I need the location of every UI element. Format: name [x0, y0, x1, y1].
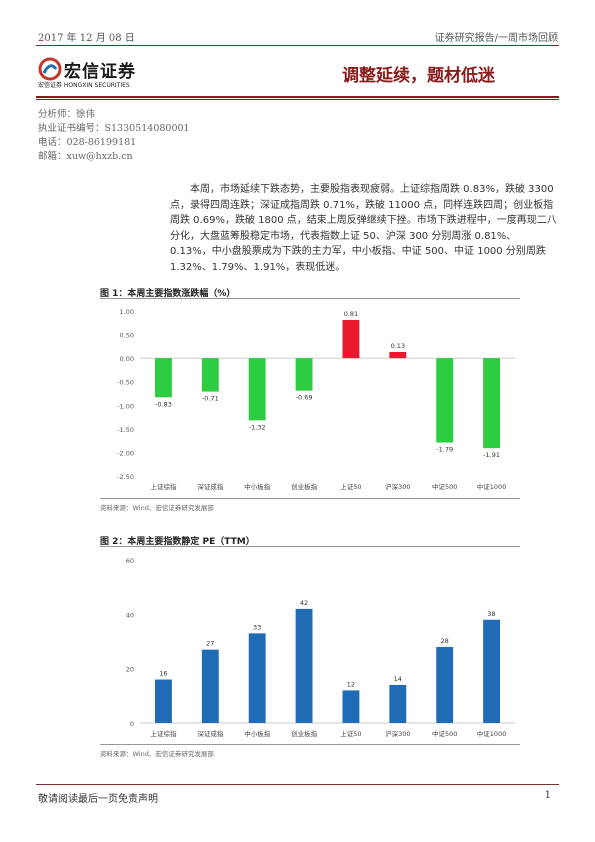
data-label: 28	[441, 637, 449, 645]
bar	[342, 690, 360, 723]
y-tick-label: -2.00	[117, 449, 134, 457]
report-type: 证券研究报告/一周市场回顾	[434, 33, 558, 44]
y-tick-label: -2.50	[117, 473, 134, 481]
data-label: -1.32	[249, 423, 266, 431]
x-tick-label: 创业板指	[291, 482, 318, 491]
y-tick-label: 60	[126, 557, 134, 565]
y-tick-label: 1.00	[120, 308, 134, 316]
data-label: -0.71	[202, 395, 219, 403]
bar	[436, 358, 454, 443]
x-tick-label: 中证1000	[477, 729, 507, 738]
x-tick-label: 沪深300	[385, 729, 410, 738]
bar	[248, 633, 266, 723]
x-tick-label: 上证50	[340, 482, 361, 491]
y-tick-label: 0.50	[120, 332, 134, 340]
bar	[483, 619, 500, 723]
x-tick-label: 中小板指	[244, 482, 271, 491]
bar	[389, 684, 407, 723]
bar	[248, 358, 266, 421]
logo-name-en: 宏信证券 HONGXIN SECURITIES	[38, 82, 130, 89]
chart2-bottom-rule	[100, 744, 520, 745]
bar	[389, 352, 407, 359]
chart1-svg: 1.00 0.50 0.00 -0.50 -1.00 -1.50 -2.00 -2.50 -0.…	[117, 308, 515, 491]
chart2-source: 资料来源：Wind、宏信证券研究发展部	[100, 750, 214, 758]
header-rule	[36, 45, 559, 46]
chart2-svg: 60 40 20 0 16 上证综指 27 深证成指 33 中小板指 42 创业板指 12 上证50 14 沪…	[126, 557, 515, 738]
page-number: 1	[544, 790, 551, 801]
analyst-email: 邮箱：xuw@hxzb.cn	[38, 151, 133, 162]
x-tick-label: 中证1000	[477, 482, 507, 491]
x-tick-label: 创业板指	[291, 729, 318, 738]
y-tick-label: -0.50	[117, 379, 134, 387]
bar	[201, 358, 219, 392]
footer-disclaimer: 敬请阅读最后一页免责声明	[38, 794, 158, 805]
chart1-top-rule	[100, 298, 520, 299]
analyst-info: 分析师：徐伟 执业证书编号：S1330514080001 电话：028-8619…	[38, 108, 190, 164]
y-tick-label: -1.00	[117, 402, 134, 410]
data-label: -0.69	[296, 394, 313, 402]
x-tick-label: 中证500	[432, 729, 457, 738]
title-rule	[36, 96, 559, 98]
chart1-source: 资料来源：Wind、宏信证券研究发展部	[100, 504, 214, 512]
y-tick-label: 0.00	[120, 355, 134, 363]
data-label: 16	[159, 670, 167, 678]
chart2-top-rule	[100, 546, 520, 547]
analyst-phone: 电话：028-86199181	[38, 137, 137, 148]
x-tick-label: 上证综指	[150, 729, 177, 738]
x-tick-label: 沪深300	[385, 482, 410, 491]
chart1-title: 图 1：本周主要指数涨跌幅（%）	[100, 289, 236, 299]
logo-name-cn: 宏信证券	[64, 62, 136, 82]
bar	[436, 646, 454, 723]
data-label: 33	[253, 623, 261, 631]
company-logo: 宏信证券 宏信证券 HONGXIN SECURITIES	[38, 55, 158, 93]
data-label: 42	[300, 599, 308, 607]
bar	[155, 679, 172, 723]
analyst-name: 分析师：徐伟	[38, 109, 96, 120]
bar	[483, 358, 500, 449]
data-label: -1.79	[436, 446, 453, 454]
data-label: -1.91	[483, 451, 500, 459]
bar	[342, 319, 360, 359]
chart2-title: 图 2：本周主要指数静定 PE（TTM）	[100, 537, 255, 547]
data-label: 12	[347, 680, 355, 688]
y-tick-label: 0	[130, 720, 134, 728]
x-tick-label: 中证500	[432, 482, 457, 491]
logo-mark-icon	[38, 57, 62, 81]
x-tick-label: 上证50	[340, 729, 361, 738]
x-tick-label: 深证成指	[197, 729, 224, 738]
analyst-cert: 执业证书编号：S1330514080001	[38, 123, 190, 134]
y-tick-label: 40	[126, 611, 134, 619]
data-label: 38	[487, 610, 495, 618]
x-tick-label: 中小板指	[244, 729, 271, 738]
bar	[155, 358, 172, 398]
summary-paragraph: 本周，市场延续下跌态势，主要股指表现疲弱。上证综指周跌 0.83%，跌破 330…	[170, 184, 557, 273]
data-label: 27	[206, 640, 214, 648]
title-rule-thin	[36, 99, 559, 100]
y-tick-label: -1.50	[117, 426, 134, 434]
data-label: 0.13	[391, 342, 405, 350]
data-label: 0.81	[344, 310, 358, 318]
x-tick-label: 深证成指	[197, 482, 224, 491]
bar	[295, 358, 313, 391]
data-label: 14	[394, 675, 402, 683]
y-tick-label: 20	[126, 666, 134, 674]
report-date: 2017 年 12 月 08 日	[38, 33, 135, 44]
bar	[295, 608, 313, 723]
bar	[201, 649, 219, 723]
data-label: -0.83	[155, 400, 172, 408]
chart1-bottom-rule	[100, 498, 520, 499]
document-title: 调整延续，题材低迷	[342, 66, 495, 86]
footer-rule	[36, 784, 559, 785]
x-tick-label: 上证综指	[150, 482, 177, 491]
